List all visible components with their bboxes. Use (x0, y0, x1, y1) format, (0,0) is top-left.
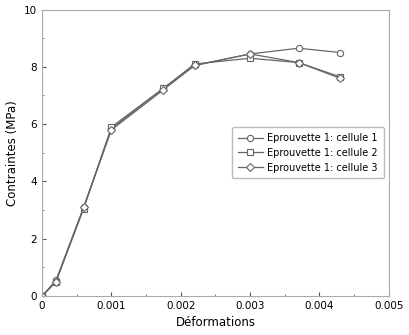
Line: Eprouvette 1: cellule 1: Eprouvette 1: cellule 1 (39, 45, 343, 299)
Eprouvette 1: cellule 1: (0.0037, 8.65): cellule 1: (0.0037, 8.65) (296, 46, 301, 50)
Eprouvette 1: cellule 2: (0.0043, 7.65): cellule 2: (0.0043, 7.65) (338, 75, 343, 79)
Eprouvette 1: cellule 3: (0.001, 5.8): cellule 3: (0.001, 5.8) (109, 128, 114, 132)
Eprouvette 1: cellule 3: (0.0037, 8.15): cellule 3: (0.0037, 8.15) (296, 61, 301, 65)
X-axis label: Déformations: Déformations (175, 317, 255, 329)
Eprouvette 1: cellule 1: (0.0002, 0.55): cellule 1: (0.0002, 0.55) (54, 278, 58, 282)
Eprouvette 1: cellule 3: (0.0022, 8.05): cellule 3: (0.0022, 8.05) (192, 63, 197, 67)
Eprouvette 1: cellule 3: (0.00175, 7.2): cellule 3: (0.00175, 7.2) (161, 88, 166, 92)
Eprouvette 1: cellule 2: (0.00175, 7.25): cellule 2: (0.00175, 7.25) (161, 86, 166, 90)
Eprouvette 1: cellule 3: (0, 0): cellule 3: (0, 0) (40, 294, 45, 298)
Eprouvette 1: cellule 2: (0.0002, 0.5): cellule 2: (0.0002, 0.5) (54, 280, 58, 284)
Eprouvette 1: cellule 1: (0.0006, 3.1): cellule 1: (0.0006, 3.1) (81, 205, 86, 209)
Eprouvette 1: cellule 2: (0.001, 5.9): cellule 2: (0.001, 5.9) (109, 125, 114, 129)
Y-axis label: Contraintes (MPa): Contraintes (MPa) (6, 100, 18, 206)
Line: Eprouvette 1: cellule 2: Eprouvette 1: cellule 2 (39, 55, 343, 299)
Line: Eprouvette 1: cellule 3: Eprouvette 1: cellule 3 (39, 51, 343, 299)
Eprouvette 1: cellule 1: (0.0043, 8.5): cellule 1: (0.0043, 8.5) (338, 51, 343, 55)
Eprouvette 1: cellule 2: (0.0037, 8.15): cellule 2: (0.0037, 8.15) (296, 61, 301, 65)
Eprouvette 1: cellule 2: (0.0006, 3.05): cellule 2: (0.0006, 3.05) (81, 207, 86, 211)
Eprouvette 1: cellule 2: (0.0022, 8.1): cellule 2: (0.0022, 8.1) (192, 62, 197, 66)
Eprouvette 1: cellule 1: (0, 0): cellule 1: (0, 0) (40, 294, 45, 298)
Eprouvette 1: cellule 2: (0, 0): cellule 2: (0, 0) (40, 294, 45, 298)
Eprouvette 1: cellule 1: (0.0022, 8.05): cellule 1: (0.0022, 8.05) (192, 63, 197, 67)
Eprouvette 1: cellule 3: (0.0002, 0.5): cellule 3: (0.0002, 0.5) (54, 280, 58, 284)
Eprouvette 1: cellule 3: (0.003, 8.45): cellule 3: (0.003, 8.45) (247, 52, 252, 56)
Eprouvette 1: cellule 2: (0.003, 8.3): cellule 2: (0.003, 8.3) (247, 56, 252, 60)
Eprouvette 1: cellule 1: (0.003, 8.45): cellule 1: (0.003, 8.45) (247, 52, 252, 56)
Eprouvette 1: cellule 3: (0.0043, 7.6): cellule 3: (0.0043, 7.6) (338, 76, 343, 80)
Legend: Eprouvette 1: cellule 1, Eprouvette 1: cellule 2, Eprouvette 1: cellule 3: Eprouvette 1: cellule 1, Eprouvette 1: c… (232, 127, 384, 179)
Eprouvette 1: cellule 1: (0.00175, 7.25): cellule 1: (0.00175, 7.25) (161, 86, 166, 90)
Eprouvette 1: cellule 1: (0.001, 5.85): cellule 1: (0.001, 5.85) (109, 126, 114, 130)
Eprouvette 1: cellule 3: (0.0006, 3.1): cellule 3: (0.0006, 3.1) (81, 205, 86, 209)
